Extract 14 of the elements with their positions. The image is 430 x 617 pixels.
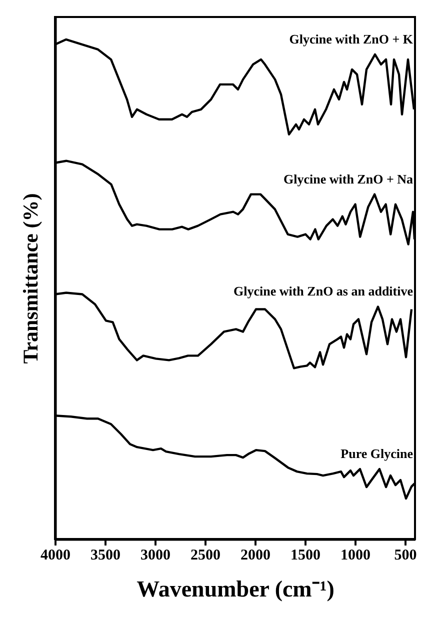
x-tick-label: 3000 [140, 548, 170, 564]
x-tick-label: 500 [394, 548, 417, 564]
series-label: Pure Glycine [340, 446, 414, 462]
x-tick-label: 1500 [290, 548, 320, 564]
x-tick-label: 2000 [240, 548, 270, 564]
y-axis-title: Transmittance (%) [18, 193, 42, 364]
x-axis-title: Wavenumber (cm⁻¹) [136, 576, 334, 602]
x-tick-label: 1000 [340, 548, 370, 564]
series-label: Glycine with ZnO as an additive [234, 284, 414, 299]
series-label: Glycine with ZnO + Na [284, 171, 414, 186]
x-tick-label: 2500 [190, 548, 220, 564]
x-tick-label: 4000 [40, 548, 70, 564]
series-label: Glycine with ZnO + K [289, 31, 414, 46]
x-tick-label: 3500 [90, 548, 120, 564]
